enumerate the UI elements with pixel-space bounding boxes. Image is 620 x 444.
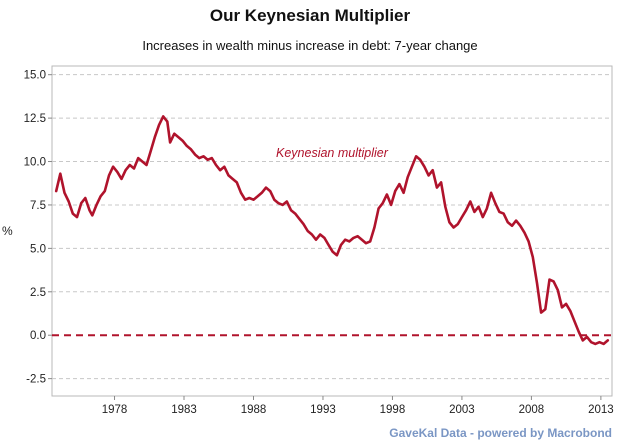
x-tick-label: 1983 bbox=[171, 404, 197, 416]
y-tick-label: 15.0 bbox=[24, 70, 46, 82]
x-tick-label: 1998 bbox=[380, 404, 406, 416]
chart-subtitle: Increases in wealth minus increase in de… bbox=[142, 38, 478, 53]
y-tick-label: 5.0 bbox=[30, 243, 46, 255]
y-tick-label: 0.0 bbox=[30, 330, 46, 342]
x-tick-label: 1988 bbox=[241, 404, 267, 416]
y-tick-label: 2.5 bbox=[30, 287, 46, 299]
plot-frame bbox=[51, 65, 613, 397]
x-tick-label: 2003 bbox=[449, 404, 475, 416]
y-tick-label: 7.5 bbox=[30, 200, 46, 212]
x-tick-label: 2008 bbox=[519, 404, 545, 416]
source-credit: GaveKal Data - powered by Macrobond bbox=[389, 426, 612, 440]
y-axis-ticks: 15.0 12.5 10.0 7.5 5.0 2.5 0.0 -2.5 bbox=[24, 70, 52, 386]
series-annotation-label: Keynesian multiplier bbox=[276, 146, 389, 160]
grid-lines bbox=[52, 74, 612, 380]
x-tick-label: 1993 bbox=[310, 404, 336, 416]
y-tick-label: 10.0 bbox=[24, 157, 46, 169]
x-tick-label: 1978 bbox=[102, 404, 128, 416]
chart-title: Our Keynesian Multiplier bbox=[209, 6, 411, 25]
y-tick-label: -2.5 bbox=[26, 374, 46, 386]
x-tick-label: 2013 bbox=[588, 404, 614, 416]
y-tick-label: 12.5 bbox=[24, 113, 46, 125]
series-line-keynesian-multiplier bbox=[54, 115, 610, 346]
x-axis-ticks: 1978 1983 1988 1993 1998 2003 2008 2013 bbox=[102, 396, 614, 416]
y-axis-label: % bbox=[2, 224, 13, 238]
